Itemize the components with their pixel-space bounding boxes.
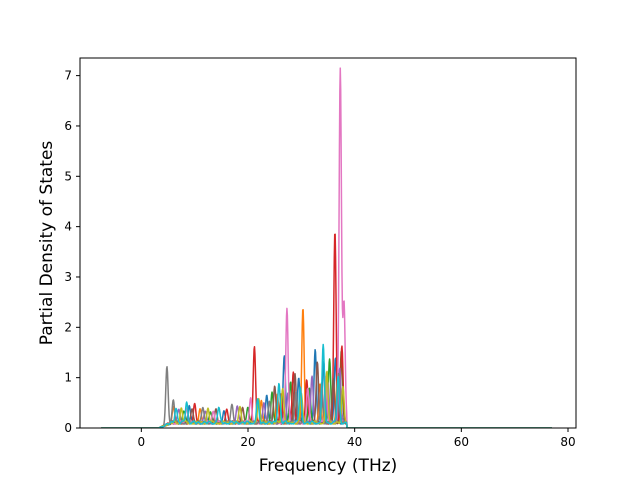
x-tick-label: 80 — [560, 435, 575, 449]
plot-frame — [79, 57, 577, 429]
series-layer — [101, 67, 553, 428]
x-tick-label: 20 — [240, 435, 255, 449]
y-tick-label: 5 — [64, 169, 72, 183]
y-tick-label: 7 — [64, 69, 72, 83]
y-tick-label: 2 — [64, 320, 72, 334]
x-tick-label: 40 — [347, 435, 362, 449]
series-line-9 — [101, 370, 553, 428]
x-tick-label: 60 — [454, 435, 469, 449]
y-axis-ticks: 0 1 2 3 4 5 6 7 — [64, 69, 80, 435]
y-tick-label: 0 — [64, 421, 72, 435]
y-tick-label: 4 — [64, 220, 72, 234]
x-axis-label: Frequency (THz) — [259, 456, 398, 476]
y-tick-label: 3 — [64, 270, 72, 284]
x-axis-ticks: 0 20 40 60 80 — [138, 428, 576, 449]
y-tick-label: 6 — [64, 119, 72, 133]
series-line-8 — [101, 366, 553, 428]
y-tick-label: 1 — [64, 371, 72, 385]
series-line-10 — [101, 343, 553, 428]
x-tick-label: 0 — [138, 435, 146, 449]
series-line-5 — [101, 367, 553, 428]
y-axis-label: Partial Density of States — [37, 141, 57, 346]
